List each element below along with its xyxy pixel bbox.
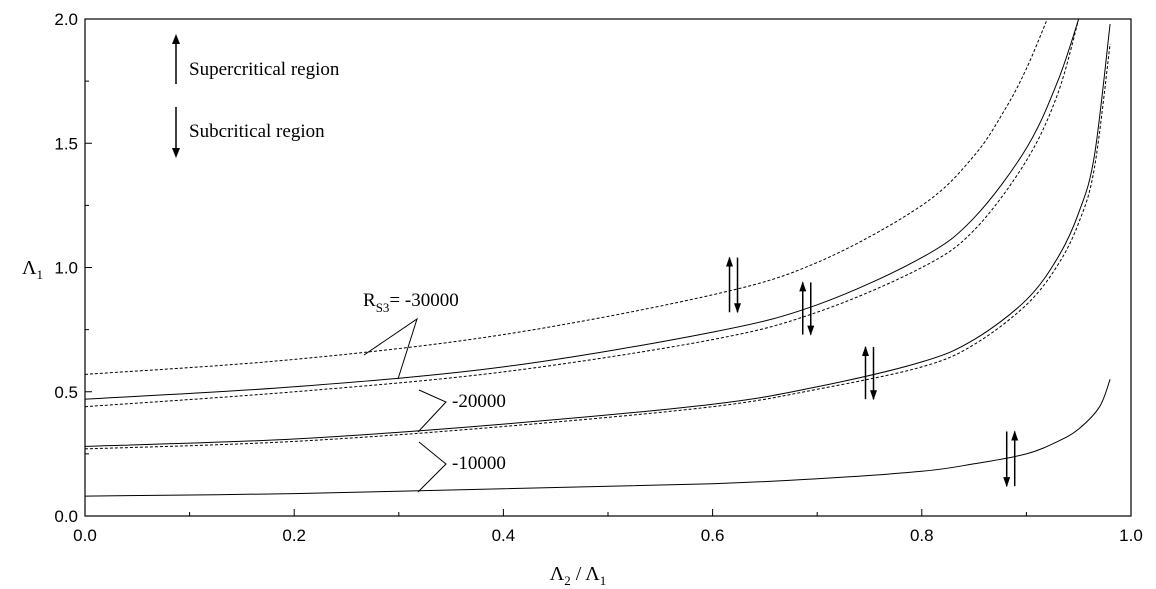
minus-20000-label: -20000 [452,391,506,412]
subcritical-arrowhead-icon [172,148,180,158]
legend-notes: Supercritical region Subcritical region [172,34,340,158]
down-arrow-icon-head [807,325,815,336]
up-arrow-icon-head [862,346,869,357]
x-tick-label: 0.8 [910,526,934,545]
supercritical-arrowhead-icon [172,34,180,44]
minus-10000-leader-line [417,441,447,493]
minus-10000-label: -10000 [452,453,506,474]
down-arrow-icon-head [734,303,742,314]
x-axis-title: Λ2 / Λ1 [550,563,606,588]
up-arrow-icon-head [799,281,807,292]
subcritical-label: Subcritical region [189,121,325,142]
series-line-4 [84,23,1111,447]
y-axis-title: Λ1 [22,257,43,282]
rs3-leader-line [363,317,418,380]
supercritical-label: Supercritical region [189,59,340,80]
up-arrow-icon-head [1011,430,1019,441]
curves [84,18,1111,497]
down-arrow-icon-head [870,390,877,401]
series-line-5 [84,43,1111,450]
axis-ticks: 0.0 0.2 0.4 0.6 0.8 1.0 0.0 0.5 1.0 1.5 2.0 [54,10,1142,545]
rs3-label: RS3= -30000 [363,290,459,315]
x-tick-label: 0.6 [701,526,725,545]
down-arrow-icon-head [1003,477,1011,488]
x-tick-label: 1.0 [1119,526,1143,545]
y-tick-label: 0.0 [54,507,78,526]
y-tick-label: 0.5 [54,383,78,402]
series-line-1 [84,18,1080,400]
arrow-pairs [726,256,1019,488]
y-tick-label: 1.0 [54,259,78,278]
x-tick-label: 0.0 [73,526,97,545]
x-tick-label: 0.2 [282,526,306,545]
series-line-2 [84,18,1048,375]
curve-annotations: RS3= -30000 -20000 -10000 [363,290,506,493]
up-arrow-icon-head [726,256,734,267]
series-line-3 [84,18,1080,408]
x-tick-label: 0.4 [492,526,516,545]
series-line-6 [84,379,1111,497]
y-tick-label: 2.0 [54,10,78,29]
minus-20000-leader-line [417,389,447,433]
y-tick-label: 1.5 [54,134,78,153]
